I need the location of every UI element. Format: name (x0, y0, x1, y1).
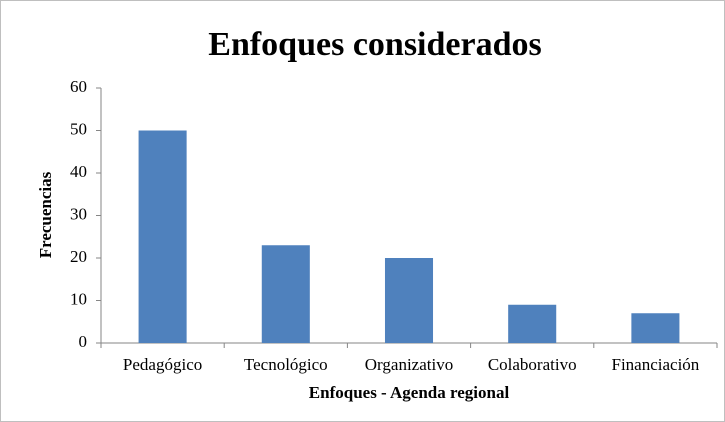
bar (384, 258, 434, 343)
y-tick-label: 50 (70, 119, 87, 138)
bar (631, 313, 680, 343)
y-tick-label: 20 (70, 247, 87, 266)
y-tick-label: 60 (70, 77, 87, 96)
bar (138, 130, 187, 343)
y-tick-label: 10 (70, 289, 87, 308)
bar (508, 304, 557, 343)
x-axis-label: Enfoques - Agenda regional (309, 383, 510, 402)
x-tick-label: Organizativo (365, 355, 453, 374)
y-tick-label: 0 (79, 332, 88, 351)
x-tick-label: Pedagógico (123, 355, 202, 374)
x-tick-label: Financiación (611, 355, 699, 374)
bar (261, 245, 310, 343)
y-tick-label: 30 (70, 204, 87, 223)
y-axis-label: Frecuencias (36, 171, 55, 258)
chart-title: Enfoques considerados (208, 26, 541, 63)
y-tick-label: 40 (70, 162, 87, 181)
x-tick-label: Colaborativo (488, 355, 577, 374)
x-tick-label: Tecnológico (244, 355, 328, 374)
